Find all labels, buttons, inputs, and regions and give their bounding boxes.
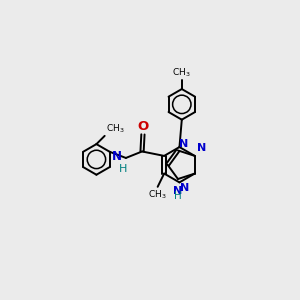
Text: N: N xyxy=(112,150,122,163)
Text: O: O xyxy=(137,120,148,133)
Text: H: H xyxy=(174,191,182,201)
Text: CH$_3$: CH$_3$ xyxy=(106,122,124,135)
Text: CH$_3$: CH$_3$ xyxy=(148,189,167,201)
Text: N: N xyxy=(173,186,183,196)
Text: N: N xyxy=(180,182,189,193)
Text: CH$_3$: CH$_3$ xyxy=(172,67,191,79)
Text: N: N xyxy=(179,139,188,149)
Text: H: H xyxy=(119,164,127,174)
Text: N: N xyxy=(197,143,206,153)
